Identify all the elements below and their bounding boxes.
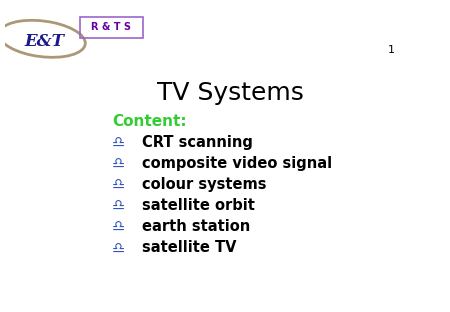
- Text: ♎: ♎: [112, 156, 125, 171]
- Text: colour systems: colour systems: [142, 177, 266, 192]
- Text: satellite TV: satellite TV: [142, 241, 236, 256]
- Text: ♎: ♎: [112, 241, 125, 256]
- Text: ♎: ♎: [112, 135, 125, 150]
- Text: satellite orbit: satellite orbit: [142, 198, 255, 213]
- Text: earth station: earth station: [142, 219, 250, 234]
- Text: Content:: Content:: [112, 114, 187, 129]
- Text: ♎: ♎: [112, 177, 125, 192]
- Text: E&T: E&T: [24, 32, 64, 50]
- Text: R & T S: R & T S: [91, 22, 131, 32]
- Text: TV Systems: TV Systems: [157, 81, 304, 105]
- Text: 1: 1: [387, 45, 395, 55]
- Text: ♎: ♎: [112, 198, 125, 213]
- Text: composite video signal: composite video signal: [142, 156, 332, 171]
- Text: ♎: ♎: [112, 219, 125, 234]
- Text: CRT scanning: CRT scanning: [142, 135, 252, 150]
